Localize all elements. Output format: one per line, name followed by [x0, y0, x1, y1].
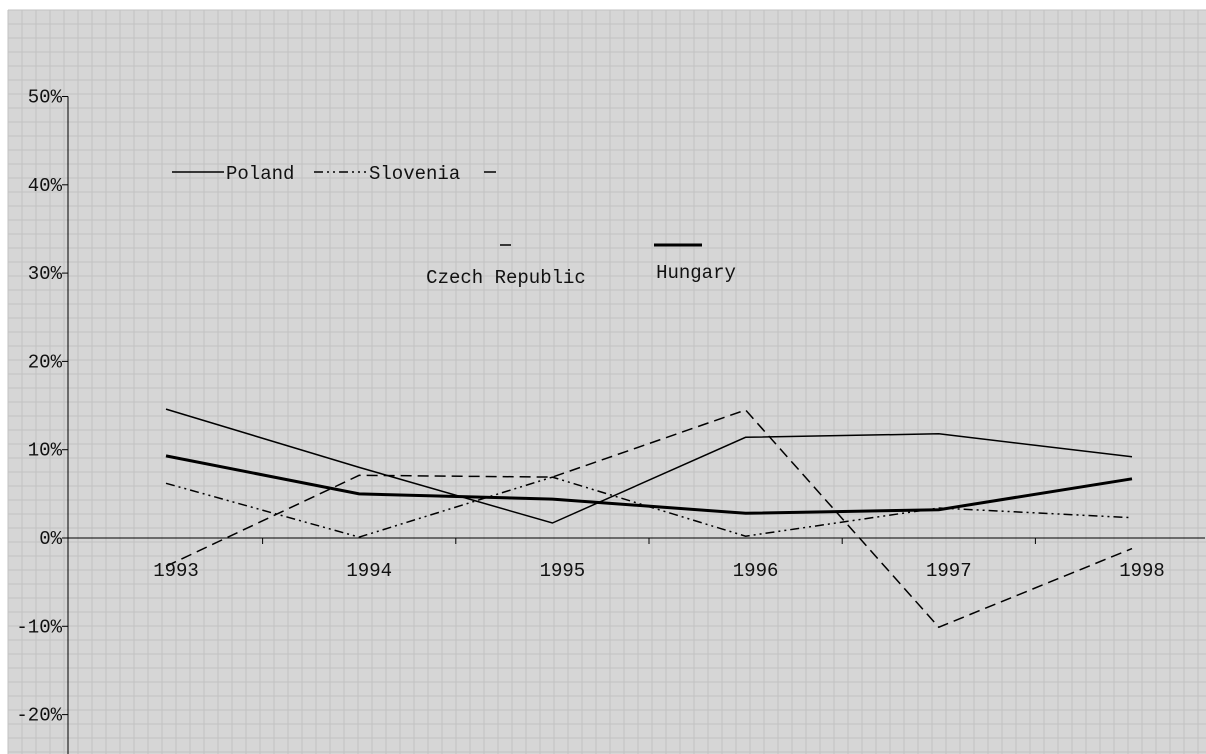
- grid: [7, 9, 1206, 754]
- series-line-hungary: [165, 454, 1133, 515]
- series-line-poland: [165, 408, 1133, 524]
- x-tick-label: 1994: [346, 560, 392, 582]
- y-tick-label: -20%: [16, 705, 62, 727]
- legend: Poland Slovenia Czech Republic Hungary: [172, 163, 736, 289]
- y-tick-label: 30%: [28, 263, 63, 285]
- x-tick-label: 1997: [926, 560, 972, 582]
- x-tick-label: 1995: [540, 560, 586, 582]
- x-tick-label: 1993: [153, 560, 199, 582]
- y-tick-label: 40%: [28, 175, 63, 197]
- x-tick-label: 1998: [1119, 560, 1165, 582]
- y-tick-label: -10%: [16, 616, 62, 638]
- legend-label-hungary: Hungary: [656, 262, 736, 284]
- series-line-czech-republic: [165, 409, 1133, 629]
- y-tick-label: 20%: [28, 351, 63, 373]
- plot-background: [8, 10, 1206, 754]
- axes: [62, 96, 1205, 754]
- legend-label-czech-republic: Czech Republic: [426, 267, 586, 289]
- tick-labels: -20% -10% 0% 10% 20% 30% 40% 50% 1993 1994 1995 199…: [16, 87, 1164, 727]
- y-tick-label: 10%: [28, 440, 63, 462]
- y-tick-label: 50%: [28, 87, 63, 109]
- legend-label-poland: Poland: [226, 163, 294, 185]
- series-lines: [165, 408, 1133, 629]
- x-tick-label: 1996: [733, 560, 779, 582]
- y-tick-label: 0%: [39, 528, 62, 550]
- legend-label-slovenia: Slovenia: [369, 163, 460, 185]
